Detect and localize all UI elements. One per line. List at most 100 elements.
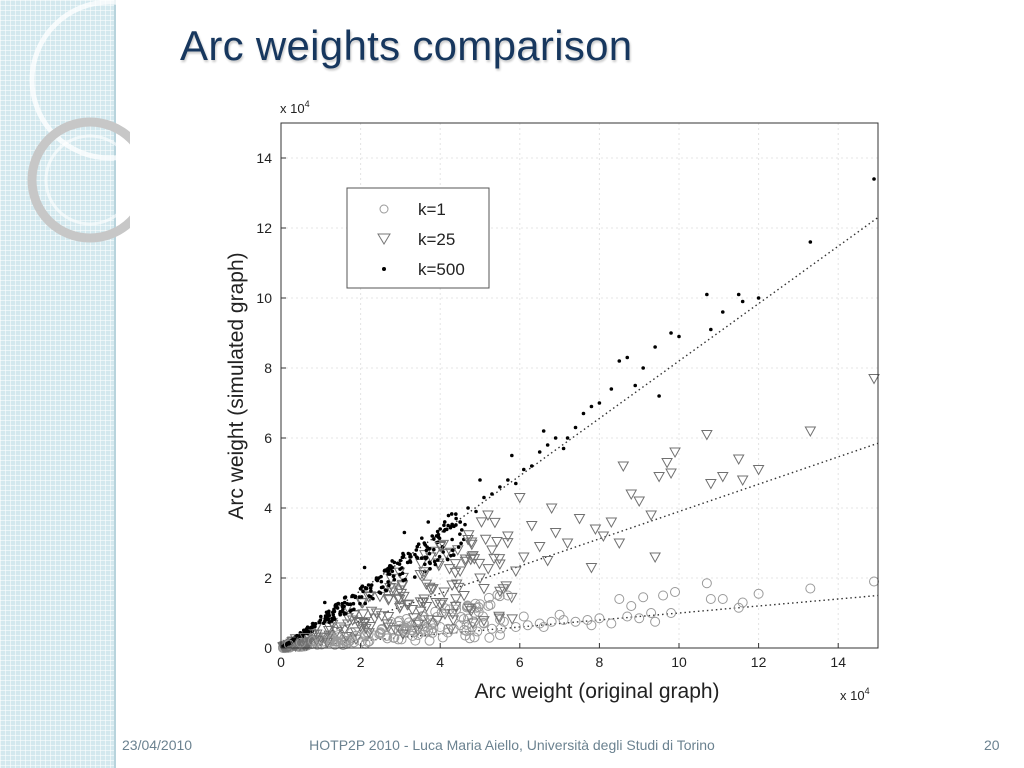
point-k500 xyxy=(449,553,453,558)
point-k1 xyxy=(430,606,441,617)
point-k25 xyxy=(732,454,745,466)
point-k500 xyxy=(363,586,368,590)
fit-line-k1 xyxy=(280,594,879,649)
point-k25 xyxy=(342,613,354,624)
point-k500 xyxy=(349,608,354,612)
point-k500 xyxy=(341,607,345,612)
point-k500 xyxy=(369,589,373,593)
y-tick-label: 4 xyxy=(264,500,272,516)
point-k25 xyxy=(414,606,427,618)
point-k25 xyxy=(466,552,478,564)
point-k500 xyxy=(414,555,419,559)
point-k25 xyxy=(382,595,395,606)
point-k500 xyxy=(387,583,391,588)
point-k25 xyxy=(449,559,462,570)
y-tick-label: 6 xyxy=(264,430,272,446)
point-k500 xyxy=(409,554,413,559)
point-k500 xyxy=(424,555,429,560)
point-k500 xyxy=(384,588,389,593)
point-k25 xyxy=(299,633,311,644)
point-k1 xyxy=(399,625,410,636)
point-k500 xyxy=(334,604,339,608)
point-k25 xyxy=(509,566,522,578)
point-k25 xyxy=(704,479,717,490)
point-k500 xyxy=(392,577,397,582)
point-k25 xyxy=(321,637,333,649)
point-k500 xyxy=(378,591,383,595)
point-k500 xyxy=(416,542,421,547)
point-k500 xyxy=(443,527,447,532)
point-k25 xyxy=(440,549,453,560)
point-k500 xyxy=(362,565,367,570)
point-k25 xyxy=(434,542,447,553)
point-k25 xyxy=(545,503,558,515)
point-k25 xyxy=(431,615,444,627)
point-k1 xyxy=(423,625,434,636)
point-k500 xyxy=(506,478,510,482)
point-k500 xyxy=(633,383,638,388)
point-k500 xyxy=(490,492,494,496)
data-points xyxy=(277,177,880,654)
point-k1 xyxy=(295,637,306,648)
point-k1 xyxy=(411,623,422,634)
point-k25 xyxy=(716,472,729,483)
point-k25 xyxy=(493,613,506,625)
point-k25 xyxy=(465,539,478,551)
point-k25 xyxy=(364,621,377,633)
point-k500 xyxy=(327,620,331,625)
point-k1 xyxy=(362,637,373,648)
point-k25 xyxy=(346,615,359,627)
point-k25 xyxy=(501,538,514,549)
point-k500 xyxy=(390,565,395,570)
point-k1 xyxy=(348,637,359,648)
point-k500 xyxy=(449,524,454,528)
point-k1 xyxy=(424,635,435,646)
point-k25 xyxy=(389,625,402,636)
point-k500 xyxy=(709,327,713,332)
point-k25 xyxy=(418,594,431,606)
point-k1 xyxy=(486,623,497,634)
point-k500 xyxy=(332,615,336,620)
point-k1 xyxy=(382,633,393,644)
point-k25 xyxy=(386,587,399,599)
point-k1 xyxy=(426,625,437,636)
plot-area-frame xyxy=(280,122,879,649)
point-k1 xyxy=(437,632,448,643)
point-k1 xyxy=(346,632,357,643)
point-k500 xyxy=(454,523,458,527)
y-tick-label: 12 xyxy=(256,220,272,236)
point-k500 xyxy=(295,633,299,638)
point-k25 xyxy=(653,472,665,483)
axis-ticks: 0 2 4 6 8 10 12 14 0 2 4 6 8 10 12 14 xyxy=(256,150,846,670)
point-k25 xyxy=(494,559,506,571)
point-k500 xyxy=(625,355,630,360)
x-tick-label: 8 xyxy=(596,654,604,670)
point-k25 xyxy=(473,558,486,570)
x-tick-label: 0 xyxy=(277,654,285,670)
point-k25 xyxy=(502,531,514,543)
point-k1 xyxy=(387,625,398,636)
point-k1 xyxy=(634,613,645,624)
point-k1 xyxy=(586,620,597,631)
point-k500 xyxy=(446,513,451,518)
point-k25 xyxy=(486,545,498,557)
point-k1 xyxy=(339,632,350,643)
point-k25 xyxy=(649,552,661,564)
point-k500 xyxy=(400,566,404,570)
point-k500 xyxy=(451,553,456,557)
point-k500 xyxy=(589,404,594,409)
point-k500 xyxy=(756,296,761,300)
point-k25 xyxy=(589,524,602,536)
point-k500 xyxy=(435,529,440,534)
point-k500 xyxy=(382,569,387,573)
point-k1 xyxy=(869,576,880,587)
point-k25 xyxy=(478,616,490,627)
point-k500 xyxy=(408,560,413,564)
point-k500 xyxy=(422,541,427,545)
point-k1 xyxy=(351,630,362,641)
point-k500 xyxy=(529,464,534,468)
legend-marker-k1 xyxy=(379,204,389,214)
point-k25 xyxy=(633,496,646,508)
footer-date: 23/04/2010 xyxy=(122,737,193,753)
point-k1 xyxy=(522,620,533,631)
